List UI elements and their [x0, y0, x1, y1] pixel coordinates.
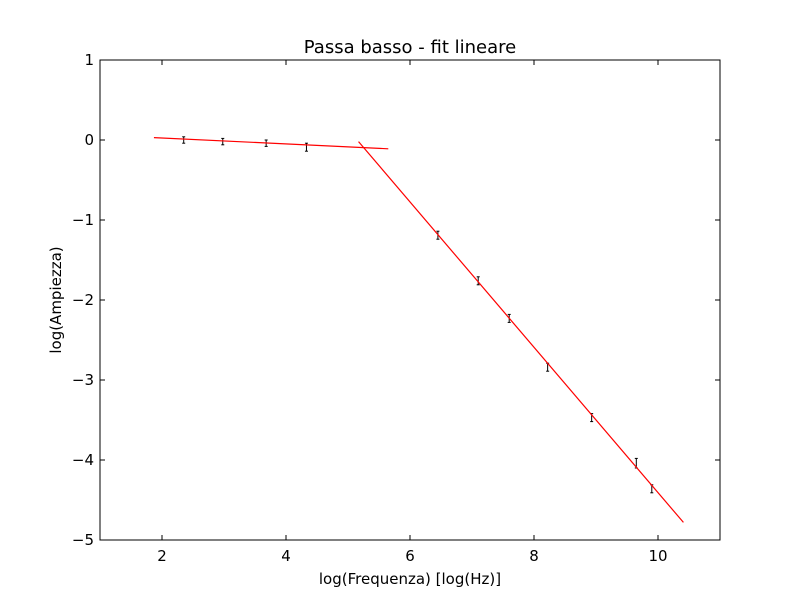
x-tick-label: 10	[648, 547, 667, 565]
y-tick-label: −1	[72, 211, 94, 229]
x-tick-label: 8	[529, 547, 539, 565]
y-tick-label: −4	[72, 451, 94, 469]
x-axis-label: log(Frequenza) [log(Hz)]	[319, 570, 501, 588]
y-tick-label: −2	[72, 291, 94, 309]
fit-line-1	[153, 137, 389, 150]
y-tick-label: 0	[84, 131, 94, 149]
x-tick-label: 6	[405, 547, 415, 565]
chart-title: Passa basso - fit lineare	[304, 37, 516, 58]
data-point	[182, 136, 186, 144]
plot-content	[153, 136, 684, 523]
plot-frame	[99, 59, 721, 541]
y-tick-label: −5	[72, 531, 94, 549]
data-point	[221, 137, 225, 146]
y-axis-label: log(Ampiezza)	[47, 246, 65, 353]
x-tick-label: 4	[281, 547, 291, 565]
data-point	[476, 276, 480, 286]
y-tick-label: −3	[72, 371, 94, 389]
x-tick-label: 2	[157, 547, 167, 565]
fit-line-2	[358, 141, 684, 523]
y-tick-label: 1	[84, 51, 94, 69]
